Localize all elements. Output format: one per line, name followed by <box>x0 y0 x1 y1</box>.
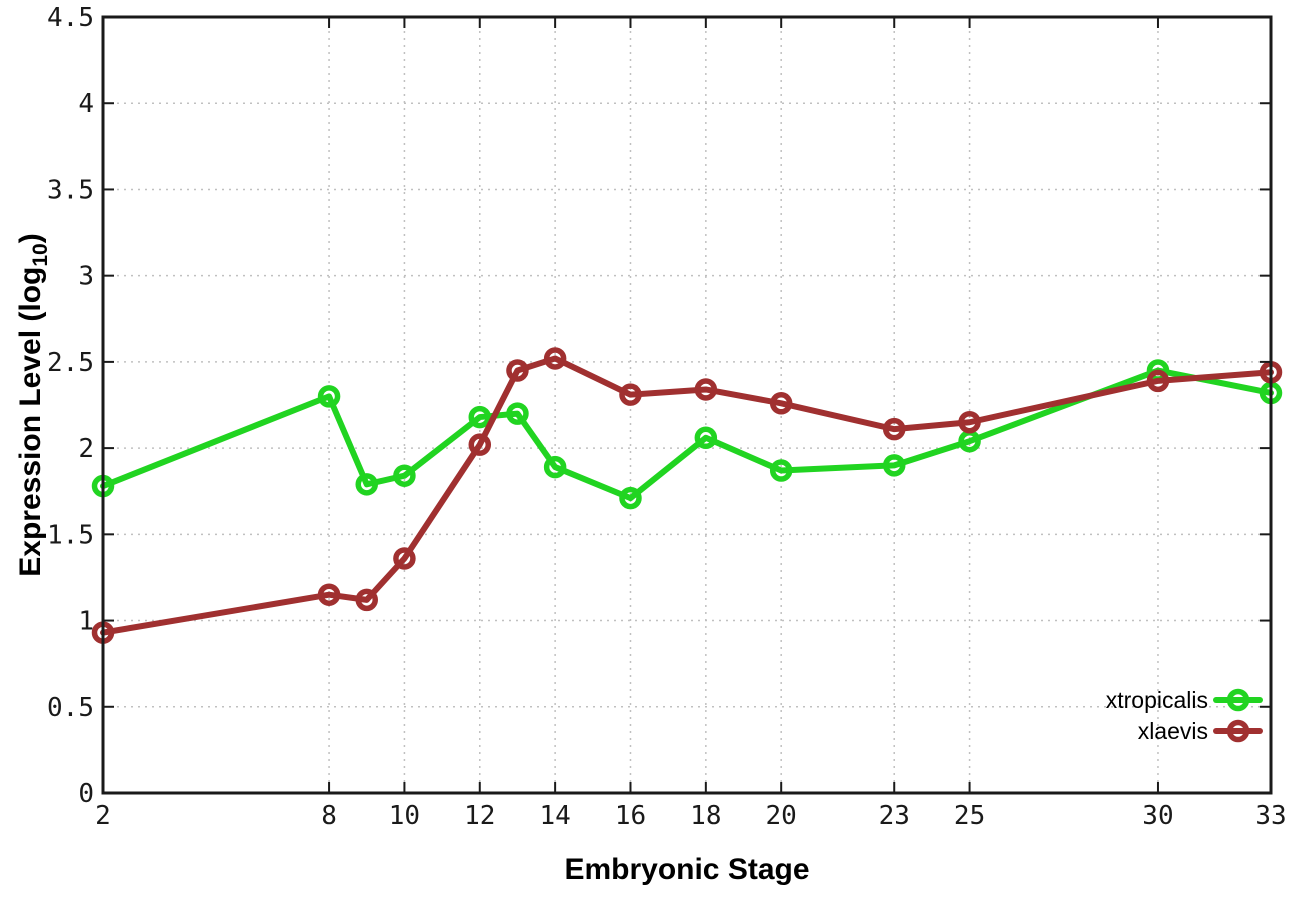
x-tick-label: 18 <box>690 801 721 831</box>
series-layer <box>91 347 1283 644</box>
legend-layer: xtropicalis xlaevis <box>1106 687 1263 744</box>
y-tick-label: 1.5 <box>47 520 94 550</box>
legend-label-xlaevis: xlaevis <box>1138 718 1208 744</box>
data-point-xlaevis <box>543 347 567 370</box>
x-tick-label: 8 <box>321 801 337 831</box>
grid-layer <box>102 16 1272 793</box>
data-point-xlaevis <box>393 547 416 570</box>
x-tick-label: 30 <box>1142 801 1173 831</box>
data-point-xtropicalis <box>619 486 642 510</box>
y-tick-label: 1 <box>78 607 94 637</box>
y-axis-label: Expression Level (log10) <box>14 233 52 576</box>
data-point-xtropicalis <box>393 464 416 487</box>
x-axis-label: Embryonic Stage <box>564 853 809 886</box>
data-point-xtropicalis <box>468 405 492 429</box>
data-point-xlaevis <box>882 417 906 441</box>
data-point-xtropicalis <box>769 459 793 482</box>
data-point-xlaevis <box>769 392 793 415</box>
data-point-xlaevis <box>694 378 718 401</box>
x-tick-label: 20 <box>766 801 797 831</box>
x-tick-label: 33 <box>1255 801 1286 831</box>
data-point-xlaevis <box>506 359 529 382</box>
y-tick-label: 0 <box>78 779 94 809</box>
legend-label-xtropicalis: xtropicalis <box>1106 687 1208 713</box>
data-point-xlaevis <box>317 583 341 606</box>
data-point-xtropicalis <box>355 473 378 496</box>
data-point-xlaevis <box>619 383 642 406</box>
data-point-xtropicalis <box>506 402 529 425</box>
legend-marker-xtropicalis <box>1226 688 1250 712</box>
data-point-xtropicalis <box>317 385 341 408</box>
legend-marker-xlaevis <box>1226 719 1250 743</box>
x-tick-label: 12 <box>464 801 495 831</box>
y-tick-label: 2.5 <box>47 348 94 378</box>
x-tick-label: 23 <box>879 801 910 831</box>
y-tick-label: 4.5 <box>47 3 94 33</box>
plot-border <box>101 15 1273 795</box>
x-tick-label: 25 <box>954 801 985 831</box>
y-tick-label: 3 <box>78 262 94 292</box>
y-tick-label: 2 <box>78 434 94 464</box>
data-point-xlaevis <box>355 588 378 612</box>
y-tick-label: 0.5 <box>47 693 94 723</box>
axis-layer: 2 8 10 12 14 16 18 20 23 25 30 33 0 0.5 1 1.5 2 2.5 3 3.5 4 4… <box>47 3 1287 831</box>
x-tick-label: 10 <box>389 801 420 831</box>
x-tick-label: 2 <box>95 801 111 831</box>
data-point-xlaevis <box>468 433 492 456</box>
x-tick-label: 14 <box>539 801 570 831</box>
y-tick-label: 4 <box>78 89 94 119</box>
data-point-xtropicalis <box>882 454 906 477</box>
x-tick-label: 16 <box>615 801 646 831</box>
series-line-xlaevis <box>100 355 1274 636</box>
data-point-xtropicalis <box>543 455 567 479</box>
data-point-xlaevis <box>958 410 981 434</box>
data-point-xlaevis <box>1146 369 1170 393</box>
data-point-xtropicalis <box>694 426 718 450</box>
y-tick-label: 3.5 <box>47 175 94 205</box>
